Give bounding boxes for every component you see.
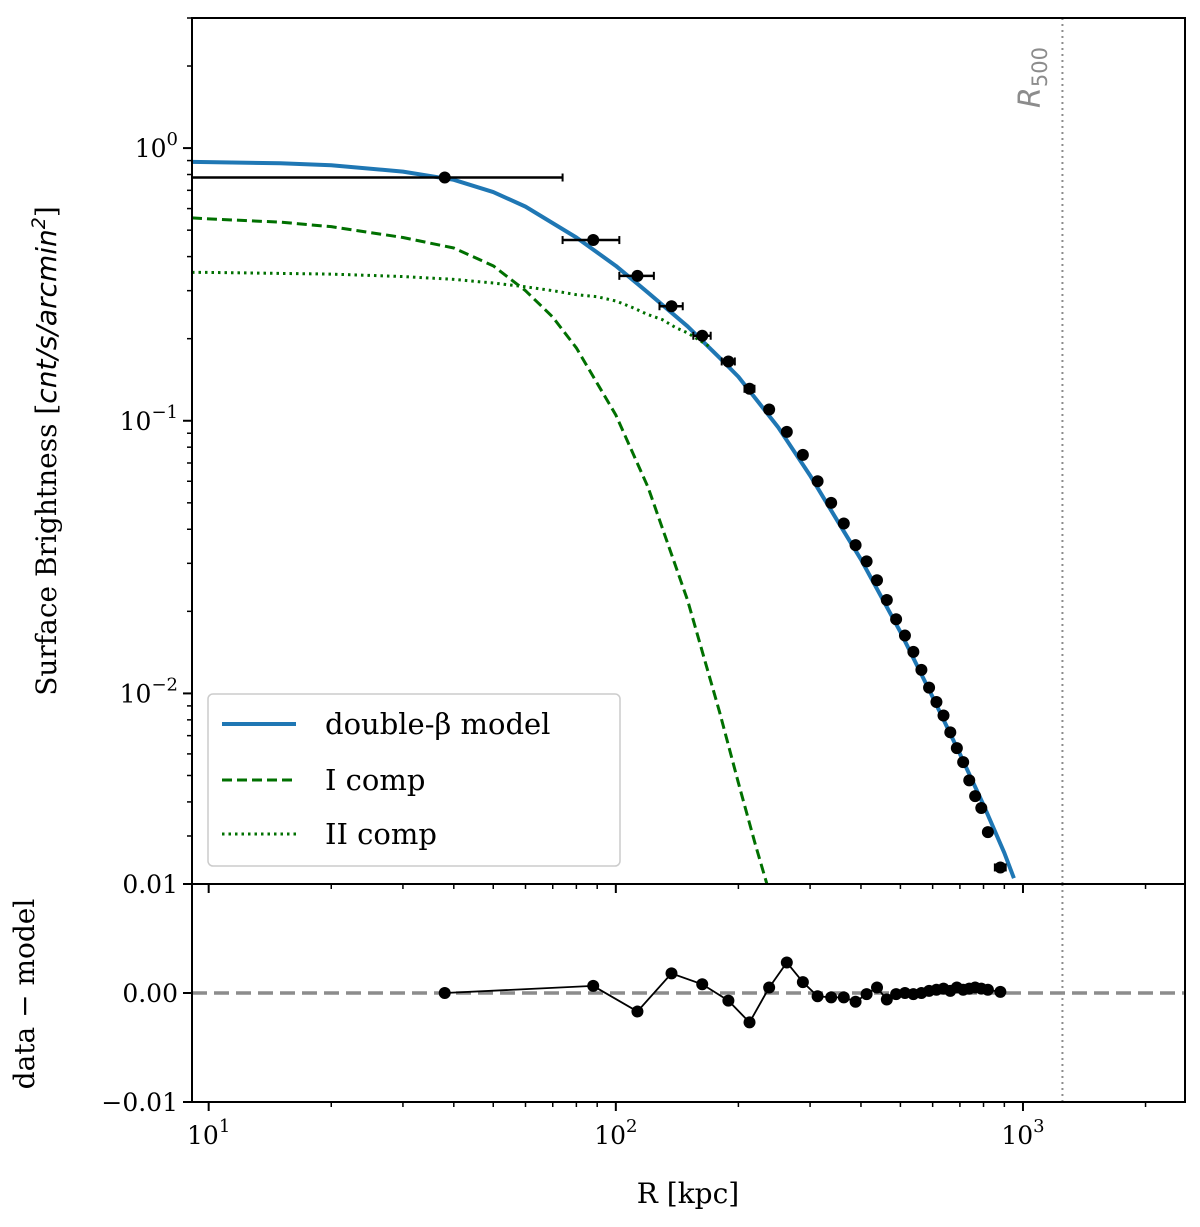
residual-point	[587, 979, 600, 992]
data-point	[860, 555, 873, 568]
x-tick-label-base: 10	[1001, 1121, 1033, 1150]
data-point	[994, 861, 1007, 874]
data-point	[722, 355, 735, 368]
residual-point	[763, 981, 776, 994]
residual-point	[811, 990, 824, 1003]
residual-point	[880, 993, 893, 1006]
residual-y-tick-label: −0.01	[101, 1088, 178, 1117]
data-point	[969, 790, 982, 803]
x-axis-title: R [kpc]	[637, 1177, 739, 1210]
data-point	[587, 234, 600, 247]
data-point	[743, 382, 756, 395]
residual-point	[825, 991, 838, 1004]
data-point	[890, 613, 903, 626]
data-point	[975, 801, 988, 814]
legend-box	[207, 693, 621, 867]
data-point	[696, 329, 709, 342]
data-point	[825, 496, 838, 509]
residual-point	[631, 1005, 644, 1018]
residual-plot-area	[192, 884, 1185, 1102]
data-point	[950, 742, 963, 755]
data-point	[631, 269, 644, 282]
residual-point	[743, 1016, 756, 1029]
data-point	[763, 403, 776, 416]
data-point	[930, 696, 943, 709]
x-tick-label-exp: 3	[1033, 1116, 1044, 1137]
r500-label-sub: 500	[1028, 47, 1052, 87]
y-tick-label: 10−2	[120, 674, 178, 708]
y-axis-title-main: Surface Brightness [cnt/s/arcmin2]	[28, 206, 63, 696]
data-point	[981, 826, 994, 839]
y-tick-label-base: 10	[135, 134, 167, 163]
x-tick-label-exp: 2	[626, 1116, 637, 1137]
x-tick-label-base: 10	[187, 1121, 219, 1150]
residual-point	[981, 983, 994, 996]
residual-point	[722, 994, 735, 1007]
y-axis-title-residuals: data − model	[8, 899, 41, 1090]
residual-point	[796, 976, 809, 989]
legend-label-double-beta: double-β model	[325, 707, 550, 741]
data-point	[849, 539, 862, 552]
ii-comp-line	[192, 270, 711, 348]
y-tick-label: 100	[135, 129, 178, 163]
data-point	[957, 756, 970, 769]
residual-point	[849, 995, 862, 1008]
y-tick-label-exp: 0	[167, 129, 178, 150]
y-tick-label-base: 10	[120, 407, 152, 436]
data-point	[837, 517, 850, 530]
data-point	[780, 425, 793, 438]
residual-point	[871, 981, 884, 994]
residual-y-tick-label: 0.01	[122, 870, 178, 899]
r500-label-base: R	[1013, 87, 1048, 108]
data-point	[665, 300, 678, 313]
data-point	[871, 574, 884, 587]
data-point	[923, 681, 936, 694]
data-point	[915, 663, 928, 676]
main-data-points	[192, 171, 1007, 874]
residual-point	[696, 978, 709, 991]
data-point	[907, 645, 920, 658]
y-tick-label-exp: −1	[151, 402, 178, 423]
residual-point	[438, 987, 451, 999]
x-tick-label: 101	[187, 1116, 230, 1150]
i-comp-line	[192, 216, 769, 884]
y-tick-label-exp: −2	[151, 674, 178, 695]
r500-label: R500	[1013, 47, 1052, 108]
residual-point	[890, 988, 903, 1001]
legend-label-ii-comp: II comp	[325, 817, 437, 851]
data-point	[944, 726, 957, 739]
data-point	[880, 594, 893, 607]
y-tick-label: 10−1	[120, 402, 178, 436]
y-axis-title-unit-power: 2	[28, 217, 50, 229]
data-point	[937, 709, 950, 722]
y-axis-title-suffix: ]	[30, 206, 63, 217]
data-point	[811, 475, 824, 488]
residual-y-tick-label: 0.00	[122, 979, 178, 1008]
x-tick-label: 102	[594, 1116, 637, 1150]
residual-point	[837, 991, 850, 1004]
data-point	[796, 448, 809, 461]
data-point	[963, 774, 976, 787]
residual-point	[860, 988, 873, 1001]
legend: double-β model I comp II comp	[207, 693, 621, 867]
y-tick-label-base: 10	[120, 679, 152, 708]
data-point	[898, 629, 911, 642]
legend-label-i-comp: I comp	[325, 763, 425, 797]
y-axis-title-unit: cnt/s/arcmin	[30, 229, 63, 403]
residual-point	[780, 956, 793, 969]
x-tick-label-exp: 1	[219, 1116, 230, 1137]
residual-point	[994, 985, 1007, 998]
x-tick-label-base: 10	[594, 1121, 626, 1150]
x-tick-label: 103	[1001, 1116, 1044, 1150]
y-axis-title-prefix: Surface Brightness [	[30, 404, 63, 696]
residual-point	[665, 967, 678, 980]
data-point	[438, 171, 451, 184]
